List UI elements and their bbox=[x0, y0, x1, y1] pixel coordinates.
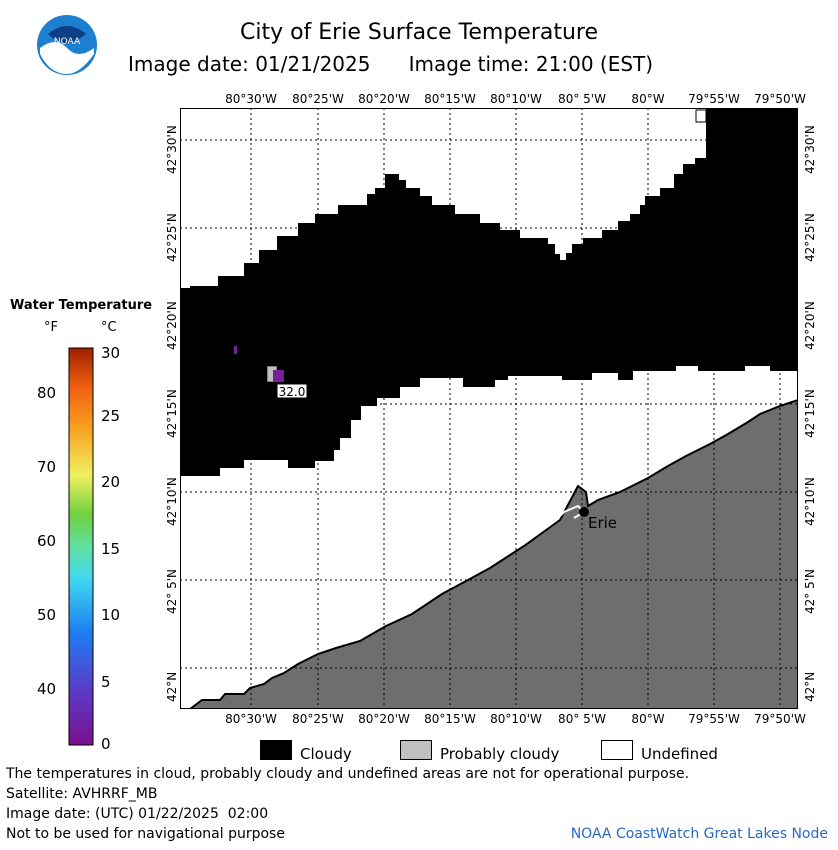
scale-tick-f: 80 bbox=[37, 384, 57, 402]
lon-label-bottom: 80°10'W bbox=[490, 712, 542, 726]
lon-label-bottom: 80° 5'W bbox=[558, 712, 606, 726]
lat-label-right: 42°20'N bbox=[803, 301, 817, 350]
lat-label-right: 42°30'N bbox=[803, 125, 817, 174]
scale-tick-f: 50 bbox=[37, 606, 57, 624]
lon-label-bottom: 80°W bbox=[631, 712, 665, 726]
page-title: City of Erie Surface Temperature bbox=[239, 20, 599, 45]
lon-label-bottom: 79°55'W bbox=[688, 712, 740, 726]
lon-label-top: 80°20'W bbox=[358, 92, 410, 106]
svg-text:NOAA: NOAA bbox=[54, 37, 81, 47]
water-temp-pixel bbox=[234, 346, 237, 354]
scale-tick-c: 15 bbox=[101, 540, 121, 558]
lat-label-left: 42°15'N bbox=[165, 389, 179, 438]
noaa-logo: NOAA bbox=[36, 14, 98, 76]
unit-celsius: °C bbox=[101, 320, 117, 335]
satellite-info: Satellite: AVHRRF_MB bbox=[6, 786, 158, 802]
temperature-map: Erie 32.0 bbox=[180, 108, 798, 709]
legend-undefined-swatch bbox=[601, 740, 633, 760]
map-border bbox=[180, 108, 798, 709]
navigation-warning: Not to be used for navigational purpose bbox=[6, 826, 285, 842]
lat-label-left: 42° 5'N bbox=[165, 569, 179, 614]
lat-label-right: 42°25'N bbox=[803, 213, 817, 262]
lon-label-bottom: 80°30'W bbox=[225, 712, 277, 726]
legend-probably-cloudy-label: Probably cloudy bbox=[440, 745, 560, 763]
lon-label-bottom: 80°15'W bbox=[424, 712, 476, 726]
value-label: 32.0 bbox=[279, 385, 306, 399]
scale-tick-c: 0 bbox=[101, 735, 111, 753]
lat-lon-grid bbox=[180, 108, 798, 709]
image-date-label: Image date: 01/21/2025 bbox=[128, 52, 371, 76]
lon-label-bottom: 79°50'W bbox=[754, 712, 806, 726]
scale-tick-c: 20 bbox=[101, 473, 121, 491]
legend-cloudy-swatch bbox=[260, 740, 292, 760]
image-time-label: Image time: 21:00 (EST) bbox=[408, 52, 654, 76]
lon-label-bottom: 80°25'W bbox=[292, 712, 344, 726]
color-scale-bar bbox=[68, 347, 94, 746]
image-date-utc: Image date: (UTC) 01/22/2025 02:00 bbox=[6, 806, 269, 822]
lon-label-top: 79°55'W bbox=[688, 92, 740, 106]
credit-link[interactable]: NOAA CoastWatch Great Lakes Node bbox=[570, 826, 828, 842]
scale-tick-f: 40 bbox=[37, 680, 57, 698]
lat-label-right: 42°10'N bbox=[803, 477, 817, 526]
land-area bbox=[188, 398, 798, 709]
scale-tick-f: 70 bbox=[37, 458, 57, 476]
scale-title: Water Temperature bbox=[10, 298, 153, 313]
water-temp-pixel-2 bbox=[273, 370, 284, 382]
value-label-box bbox=[276, 383, 308, 399]
lat-label-left: 42°30'N bbox=[165, 125, 179, 174]
legend-undefined-label: Undefined bbox=[641, 745, 718, 763]
scale-tick-c: 30 bbox=[101, 344, 121, 362]
lon-label-top: 80°W bbox=[631, 92, 665, 106]
lon-label-top: 80°10'W bbox=[490, 92, 542, 106]
scale-tick-f: 60 bbox=[37, 532, 57, 550]
image-datetime: Image date: 01/21/2025 Image time: 21:00… bbox=[128, 52, 653, 76]
lat-label-right: 42°15'N bbox=[803, 389, 817, 438]
disclaimer-note: The temperatures in cloud, probably clou… bbox=[6, 766, 690, 782]
lat-label-right: 42° 5'N bbox=[803, 569, 817, 614]
lon-label-top: 80°25'W bbox=[292, 92, 344, 106]
lon-label-top: 80°15'W bbox=[424, 92, 476, 106]
scale-tick-c: 5 bbox=[101, 673, 111, 691]
lat-label-right: 42°N bbox=[803, 671, 817, 702]
legend-cloudy-label: Cloudy bbox=[300, 745, 352, 763]
cloudy-area bbox=[180, 108, 798, 476]
lat-label-left: 42°25'N bbox=[165, 213, 179, 262]
lat-label-left: 42°20'N bbox=[165, 301, 179, 350]
lon-label-top: 79°50'W bbox=[754, 92, 806, 106]
lon-label-top: 80°30'W bbox=[225, 92, 277, 106]
lat-label-left: 42°10'N bbox=[165, 477, 179, 526]
lon-label-bottom: 80°20'W bbox=[358, 712, 410, 726]
scale-tick-c: 10 bbox=[101, 606, 121, 624]
erie-label: Erie bbox=[588, 514, 617, 532]
lat-label-left: 42°N bbox=[165, 671, 179, 702]
lon-label-top: 80° 5'W bbox=[558, 92, 606, 106]
scale-tick-c: 25 bbox=[101, 407, 121, 425]
legend-probably-cloudy-swatch bbox=[400, 740, 432, 760]
undefined-notch bbox=[695, 109, 707, 123]
unit-fahrenheit: °F bbox=[44, 320, 58, 335]
